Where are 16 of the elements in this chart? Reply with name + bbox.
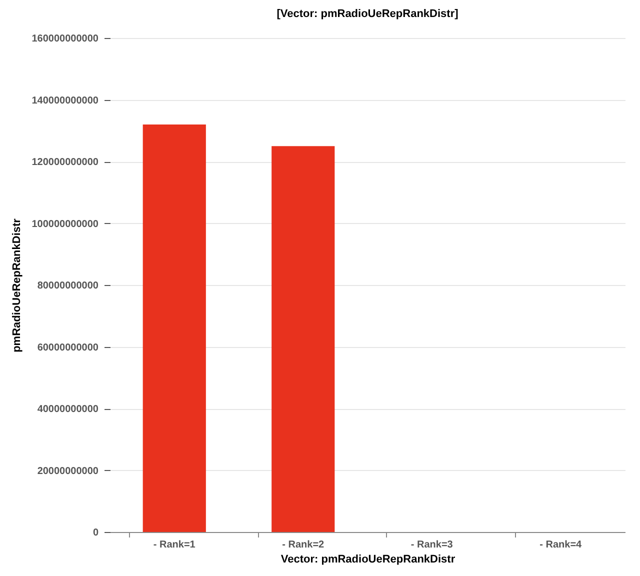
chart-title: [Vector: pmRadioUeRepRankDistr]	[276, 8, 459, 20]
x-tick-label: - Rank=1	[153, 540, 196, 550]
x-tick-label: - Rank=4	[540, 540, 582, 550]
y-tick-label: 100000000000	[32, 218, 99, 230]
y-tick-label: 160000000000	[32, 34, 99, 44]
x-tick-label: - Rank=3	[410, 540, 454, 550]
x-tick-label: - Rank=2	[282, 540, 325, 550]
y-tick-label: 20000000000	[37, 466, 99, 477]
y-tick-label: 80000000000	[37, 280, 99, 292]
y-tick-label: 40000000000	[37, 404, 99, 415]
y-tick-label: 0	[92, 528, 99, 538]
y-tick-label: 60000000000	[37, 342, 99, 354]
y-tick-label: 120000000000	[32, 157, 99, 168]
y-axis-title: pmRadioUeRepRankDistr	[10, 218, 23, 352]
y-tick-label: 140000000000	[32, 95, 99, 106]
x-axis-title: Vector: pmRadioUeRepRankDistr	[280, 554, 456, 566]
